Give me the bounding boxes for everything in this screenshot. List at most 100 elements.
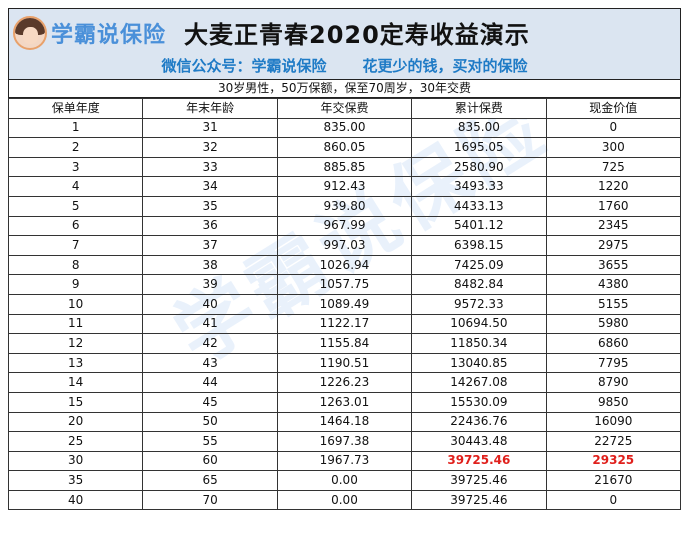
cell-age-end-of-year: 42 xyxy=(142,333,278,354)
cell-cash-value: 4380 xyxy=(545,274,682,295)
table-body: 1 31 835.00 835.00 0 2 32 860.05 1695.05 300 3 33 88… xyxy=(7,117,682,511)
cell-age-end-of-year: 60 xyxy=(142,450,278,472)
cell-annual-premium: 835.00 xyxy=(276,117,413,139)
cell-policy-year: 20 xyxy=(7,411,144,433)
cell-annual-premium: 1263.01 xyxy=(276,391,413,413)
cell-annual-premium: 860.05 xyxy=(276,137,413,158)
table-row: 1 31 835.00 835.00 0 xyxy=(7,117,682,139)
table-row: 3 33 885.85 2580.90 725 xyxy=(7,156,682,178)
header-banner: 学霸说保险 大麦正青春2020定寿收益演示 微信公众号：学霸说保险 花更少的钱，… xyxy=(8,8,681,80)
wechat-account-label: 微信公众号：学霸说保险 xyxy=(161,57,327,75)
avatar-icon xyxy=(13,16,47,50)
cell-age-end-of-year: 36 xyxy=(142,215,278,237)
cell-annual-premium: 1057.75 xyxy=(276,274,413,295)
table-row: 4 34 912.43 3493.33 1220 xyxy=(7,176,682,197)
table-row: 20 50 1464.18 22436.76 16090 xyxy=(7,411,682,433)
page-title: 大麦正青春2020定寿收益演示 xyxy=(184,21,530,49)
cell-cash-value: 22725 xyxy=(545,431,682,452)
cell-cash-value: 5155 xyxy=(545,293,682,315)
cell-policy-year: 11 xyxy=(7,313,144,335)
cell-age-end-of-year: 33 xyxy=(142,156,278,178)
cell-annual-premium: 1155.84 xyxy=(276,333,413,354)
cell-policy-year: 8 xyxy=(7,254,144,276)
cell-age-end-of-year: 44 xyxy=(142,372,278,393)
cell-annual-premium: 885.85 xyxy=(276,156,413,178)
cell-age-end-of-year: 38 xyxy=(142,254,278,276)
cell-policy-year: 1 xyxy=(7,117,144,139)
cell-cumulative-premium: 9572.33 xyxy=(411,293,547,315)
cell-cumulative-premium: 835.00 xyxy=(411,117,547,139)
cell-age-end-of-year: 55 xyxy=(142,431,278,452)
cell-cumulative-premium: 30443.48 xyxy=(411,431,547,452)
column-header-policy-year: 保单年度 xyxy=(7,98,144,119)
cell-cumulative-premium: 15530.09 xyxy=(411,391,547,413)
cell-age-end-of-year: 32 xyxy=(142,137,278,158)
cell-age-end-of-year: 34 xyxy=(142,176,278,197)
cell-cash-value: 300 xyxy=(545,137,682,158)
cell-age-end-of-year: 37 xyxy=(142,235,278,256)
table-row: 8 38 1026.94 7425.09 3655 xyxy=(7,254,682,276)
cell-age-end-of-year: 39 xyxy=(142,274,278,295)
cell-cumulative-premium: 10694.50 xyxy=(411,313,547,335)
cell-cumulative-premium: 4433.13 xyxy=(411,195,547,217)
cell-policy-year: 30 xyxy=(7,450,144,472)
cell-cash-value: 8790 xyxy=(545,372,682,393)
cell-annual-premium: 0.00 xyxy=(276,489,413,511)
cell-cumulative-premium: 8482.84 xyxy=(411,274,547,295)
cell-annual-premium: 1226.23 xyxy=(276,372,413,393)
table-row: 25 55 1697.38 30443.48 22725 xyxy=(7,431,682,452)
cell-annual-premium: 1122.17 xyxy=(276,313,413,335)
column-header-cash-value: 现金价值 xyxy=(545,98,682,119)
cell-cumulative-premium: 39725.46 xyxy=(411,470,547,491)
cell-annual-premium: 1190.51 xyxy=(276,352,413,374)
cell-age-end-of-year: 45 xyxy=(142,391,278,413)
cell-cash-value: 16090 xyxy=(545,411,682,433)
cell-age-end-of-year: 65 xyxy=(142,470,278,491)
logo-text: 学霸说保险 xyxy=(51,23,167,48)
cell-cash-value: 0 xyxy=(545,117,682,139)
cell-policy-year: 4 xyxy=(7,176,144,197)
table-row: 13 43 1190.51 13040.85 7795 xyxy=(7,352,682,374)
cell-cumulative-premium: 13040.85 xyxy=(411,352,547,374)
cell-cash-value: 725 xyxy=(545,156,682,178)
cell-annual-premium: 967.99 xyxy=(276,215,413,237)
cell-age-end-of-year: 70 xyxy=(142,489,278,511)
cell-cumulative-premium: 11850.34 xyxy=(411,333,547,354)
cell-cash-value: 6860 xyxy=(545,333,682,354)
cell-cash-value: 21670 xyxy=(545,470,682,491)
table-row: 7 37 997.03 6398.15 2975 xyxy=(7,235,682,256)
cell-annual-premium: 1026.94 xyxy=(276,254,413,276)
cell-annual-premium: 912.43 xyxy=(276,176,413,197)
cell-cumulative-premium: 1695.05 xyxy=(411,137,547,158)
cell-cumulative-premium: 39725.46 xyxy=(411,450,547,472)
cell-age-end-of-year: 43 xyxy=(142,352,278,374)
table-row: 35 65 0.00 39725.46 21670 xyxy=(7,470,682,491)
cell-policy-year: 7 xyxy=(7,235,144,256)
table-row: 30 60 1967.73 39725.46 29325 xyxy=(7,450,682,472)
cell-policy-year: 12 xyxy=(7,333,144,354)
table-row: 15 45 1263.01 15530.09 9850 xyxy=(7,391,682,413)
column-header-cumulative-premium: 累计保费 xyxy=(411,98,547,119)
cell-policy-year: 3 xyxy=(7,156,144,178)
policy-condition: 30岁男性，50万保额，保至70周岁，30年交费 xyxy=(8,80,681,98)
cell-cumulative-premium: 39725.46 xyxy=(411,489,547,511)
brand-logo: 学霸说保险 xyxy=(13,13,173,53)
table-row: 12 42 1155.84 11850.34 6860 xyxy=(7,333,682,354)
cell-age-end-of-year: 35 xyxy=(142,195,278,217)
cell-policy-year: 6 xyxy=(7,215,144,237)
cell-annual-premium: 1967.73 xyxy=(276,450,413,472)
cell-cash-value: 7795 xyxy=(545,352,682,374)
slogan-label: 花更少的钱，买对的保险 xyxy=(362,57,528,75)
cell-policy-year: 14 xyxy=(7,372,144,393)
cell-policy-year: 10 xyxy=(7,293,144,315)
cell-cash-value: 5980 xyxy=(545,313,682,335)
cell-cumulative-premium: 6398.15 xyxy=(411,235,547,256)
cell-age-end-of-year: 40 xyxy=(142,293,278,315)
table-row: 40 70 0.00 39725.46 0 xyxy=(7,489,682,511)
cell-cash-value: 1760 xyxy=(545,195,682,217)
cell-policy-year: 15 xyxy=(7,391,144,413)
cell-cash-value: 1220 xyxy=(545,176,682,197)
cell-policy-year: 2 xyxy=(7,137,144,158)
cell-annual-premium: 1464.18 xyxy=(276,411,413,433)
